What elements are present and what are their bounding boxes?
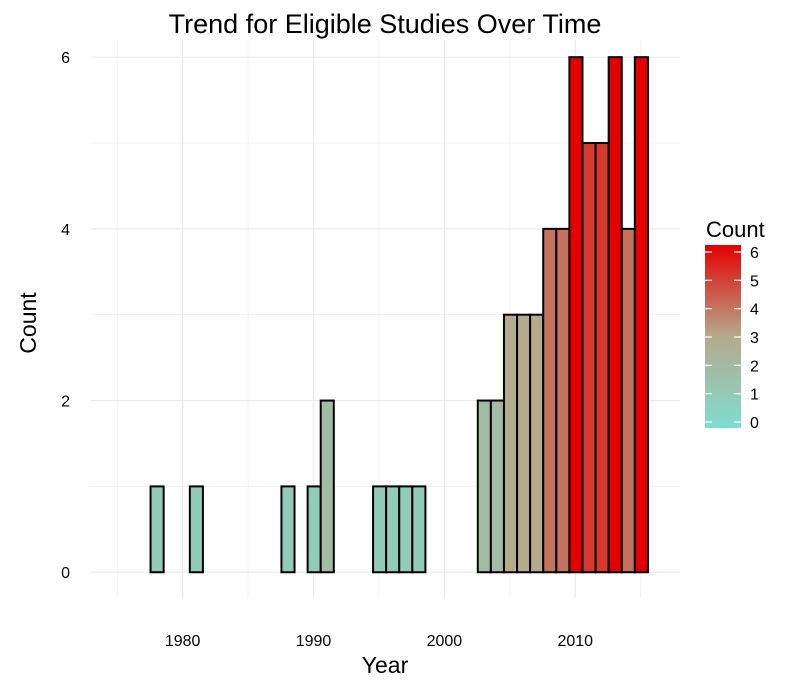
bar (620, 227, 636, 574)
chart-title: Trend for Eligible Studies Over Time (169, 9, 602, 39)
bar (581, 142, 597, 574)
bar (594, 142, 610, 574)
y-axis-ticks: 0 2 4 6 (61, 50, 70, 582)
legend-label: 6 (750, 245, 759, 262)
x-tick-label: 2010 (557, 633, 593, 650)
y-tick-label: 2 (61, 394, 70, 411)
legend-label: 1 (750, 387, 759, 404)
bar (542, 227, 558, 574)
bar (555, 227, 571, 574)
legend-label: 0 (750, 415, 759, 432)
legend-ticks: 6 5 4 3 2 1 0 (705, 245, 759, 432)
bar (188, 485, 204, 574)
bar (319, 399, 335, 574)
bar (149, 485, 165, 574)
bar (516, 313, 532, 574)
y-tick-label: 6 (61, 50, 70, 67)
bar (476, 399, 492, 574)
bar (411, 485, 427, 574)
legend: Count 6 5 4 3 2 1 0 (705, 217, 765, 432)
bar (568, 56, 584, 574)
bar (280, 485, 296, 574)
bar (607, 56, 623, 574)
bar (529, 313, 545, 574)
y-axis-title: Count (15, 292, 41, 354)
y-tick-label: 4 (61, 222, 70, 239)
bar (489, 399, 505, 574)
bar (633, 56, 649, 574)
bars (149, 56, 649, 574)
x-tick-label: 1990 (296, 633, 332, 650)
bar (372, 485, 388, 574)
x-tick-label: 1980 (165, 633, 201, 650)
legend-label: 2 (750, 358, 759, 375)
y-tick-label: 0 (61, 565, 70, 582)
x-tick-label: 2000 (427, 633, 463, 650)
bar (502, 313, 519, 574)
x-axis-ticks: 1980 1990 2000 2010 (165, 633, 593, 650)
legend-label: 3 (750, 330, 759, 347)
bar (385, 485, 401, 574)
bar (306, 485, 322, 574)
legend-title: Count (706, 217, 765, 242)
bar (398, 485, 414, 574)
legend-label: 5 (750, 273, 759, 290)
legend-label: 4 (750, 302, 759, 319)
x-axis-title: Year (362, 652, 409, 678)
